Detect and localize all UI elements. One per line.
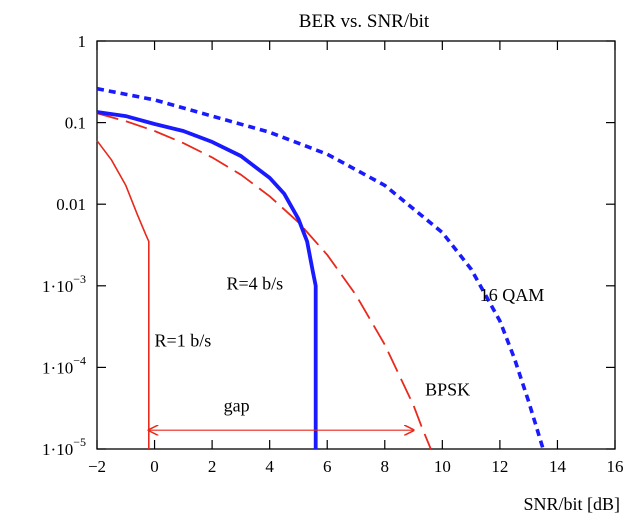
series-line-1 [96, 112, 432, 450]
y-tick-label: 1 [78, 32, 87, 51]
x-tick-label: 8 [381, 457, 390, 476]
y-tick-label: 1·10−3 [42, 272, 86, 296]
y-tick-mantissa: 1·10 [42, 440, 73, 459]
series-line-0 [96, 86, 545, 450]
series-line-3 [96, 140, 150, 449]
y-tick-label: 0.1 [65, 114, 86, 133]
y-tick-mantissa: 1·10 [42, 277, 73, 296]
x-tick-label: 2 [208, 457, 217, 476]
x-tick-label: 0 [150, 457, 159, 476]
y-tick-exponent: −3 [73, 272, 86, 286]
y-tick-exponent: −4 [73, 353, 86, 367]
x-tick-label: 12 [491, 457, 508, 476]
y-tick-exponent: −5 [73, 435, 86, 449]
y-tick-label: 0.01 [56, 195, 86, 214]
annotation-label: R=4 b/s [227, 274, 284, 294]
annotation-label: gap [224, 395, 250, 415]
y-tick-label: 1·10−5 [42, 435, 86, 459]
x-tick-label: 6 [323, 457, 332, 476]
annotation-label: R=1 b/s [155, 331, 212, 351]
x-tick-label: 16 [607, 457, 624, 476]
y-tick-mantissa: 1·10 [42, 358, 73, 377]
x-tick-label: 4 [265, 457, 274, 476]
series-line-2 [96, 110, 318, 449]
annotation-label: 16 QAM [480, 285, 545, 305]
plot-frame [96, 40, 616, 450]
x-tick-label: −2 [88, 457, 106, 476]
chart-title: BER vs. SNR/bit [299, 11, 430, 32]
annotation-label: BPSK [425, 380, 470, 400]
x-axis-label: SNR/bit [dB] [523, 494, 620, 514]
y-tick-label: 1·10−4 [42, 353, 86, 377]
x-tick-label: 10 [434, 457, 451, 476]
x-tick-label: 14 [549, 457, 567, 476]
